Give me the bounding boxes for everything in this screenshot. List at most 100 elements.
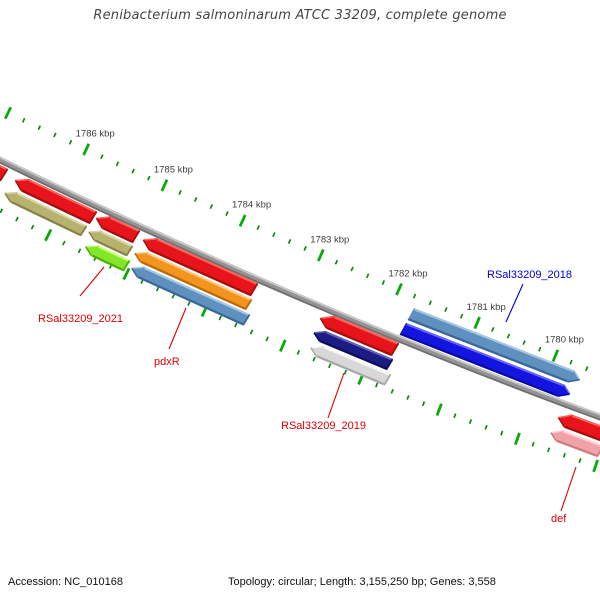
ruler-tick-minor	[500, 430, 504, 436]
gene-def[interactable]	[550, 414, 600, 458]
gene-arrow-RSal33209_2019-navy[interactable]	[314, 331, 393, 371]
bevel-end-shadow	[383, 374, 392, 386]
gene-label-RSal33209_2018[interactable]: RSal33209_2018	[487, 269, 572, 281]
gene-RSal33209_2018[interactable]	[399, 308, 581, 397]
bevel-head-shadow	[313, 332, 321, 342]
gene-arrow-pdxR-red[interactable]	[143, 238, 258, 297]
bevel-head-shadow	[557, 393, 570, 397]
bevel-head-shadow	[88, 231, 96, 241]
ruler-tick-minor	[249, 329, 254, 335]
gene-arrow-RSal33209_2019-red[interactable]	[320, 315, 399, 357]
ruler-tick-major	[160, 179, 169, 192]
gene-pdxR[interactable]	[131, 238, 259, 326]
ruler-tick-minor	[303, 245, 307, 251]
ruler-tick-minor	[155, 286, 160, 292]
ruler-tick-major	[82, 143, 91, 156]
ruler-tick-minor	[100, 154, 104, 160]
ruler-tick-major	[592, 459, 599, 473]
ruler-tick-minor	[334, 259, 339, 265]
gene-arrow-RSal33209_2018-blue[interactable]	[399, 322, 570, 397]
ruler-tick-minor	[522, 340, 526, 346]
ruler-tick-minor	[350, 266, 354, 272]
bevel-head-highlight	[143, 238, 157, 241]
gene-arrow-RSal33209_2021-olive[interactable]	[89, 230, 133, 257]
gene-arrow-pdxR-steelblue[interactable]	[131, 266, 250, 326]
ruler-tick-minor	[193, 197, 198, 202]
gene-unnamed-a[interactable]	[4, 178, 98, 237]
bevel-shadow	[399, 332, 558, 397]
leader-line-def	[560, 466, 577, 512]
gene-arrow-unnamed-a-olive[interactable]	[5, 192, 87, 237]
bevel-shadow	[140, 260, 246, 310]
ruler-tick-minor	[234, 322, 238, 328]
bevel-head-shadow	[4, 192, 12, 203]
ruler-tick-major	[317, 249, 325, 262]
ruler-tick-minor	[459, 313, 464, 319]
ruler-tick-minor	[562, 452, 566, 458]
ruler-tick-minor	[0, 208, 4, 214]
ruler-tick-minor	[375, 382, 379, 388]
gene-RSal33209_2021[interactable]	[85, 216, 141, 272]
bevel-highlight	[100, 231, 133, 248]
gene-label-pdxR[interactable]: pdxR	[154, 356, 180, 368]
ruler-tick-minor	[578, 458, 582, 464]
ruler-tick-minor	[538, 346, 542, 352]
ruler-tick-minor	[390, 388, 394, 394]
leader-line-RSal33209_2018	[505, 283, 524, 323]
bevel-end-shadow	[596, 449, 600, 457]
bevel-highlight	[97, 245, 130, 263]
status-bar: Accession: NC_010168 Topology: circular;…	[0, 574, 600, 594]
ruler-tick-minor	[147, 175, 151, 181]
ruler-tick-minor	[187, 301, 191, 306]
bevel-shadow	[10, 200, 81, 236]
gene-arrow-unnamed-a-red[interactable]	[15, 178, 97, 225]
ruler-tick-minor	[296, 349, 301, 355]
gene-arrow-RSal33209_2019-lightgray[interactable]	[310, 345, 391, 386]
gene-arrow-def-red[interactable]	[558, 414, 600, 443]
leader-line-pdxR	[168, 307, 187, 350]
gene-label-RSal33209_2019[interactable]: RSal33209_2019	[281, 420, 366, 432]
bevel-head-shadow	[131, 267, 138, 278]
ruler-tick-minor	[265, 336, 269, 342]
bevel-highlight	[414, 308, 575, 373]
ruler-tick-major	[551, 349, 560, 363]
bevel-end-shadow	[125, 245, 134, 257]
bevel-head-shadow	[14, 180, 22, 191]
gene-label-RSal33209_2021[interactable]: RSal33209_2021	[38, 313, 123, 325]
gene-arrow-RSal33209_2021-green[interactable]	[85, 245, 130, 272]
backbone-shadow	[0, 161, 600, 421]
ruler-tick-major	[122, 267, 131, 281]
gene-arrow-def-pink[interactable]	[550, 430, 600, 458]
ruler-kbp-label: 1784 kbp	[232, 200, 271, 211]
bevel-shadow	[326, 326, 392, 356]
ruler-tick-minor	[131, 168, 135, 174]
ruler-tick-minor	[547, 447, 551, 453]
bevel-highlight	[109, 216, 140, 233]
ruler-kbp-label: 1782 kbp	[388, 268, 427, 279]
gene-arrow-RSal33209_2021-red[interactable]	[96, 216, 140, 244]
bevel-shadow	[316, 355, 385, 386]
gene-arrow-RSal33209_2018-steelblue[interactable]	[407, 308, 580, 383]
gene-arrow-pdxR-orange[interactable]	[135, 252, 252, 311]
gene-edge-gene[interactable]	[0, 150, 9, 182]
ruler-kbp-label: 1780 kbp	[545, 335, 584, 346]
ruler-tick-minor	[287, 239, 292, 244]
bevel-end-shadow	[242, 314, 251, 326]
bevel-shadow	[91, 254, 124, 271]
bevel-highlight	[325, 331, 393, 361]
ruler-tick-minor	[531, 441, 535, 447]
gene-features	[0, 150, 600, 458]
ruler-tick-major	[44, 228, 53, 242]
ruler-tick-minor	[453, 413, 457, 419]
gene-RSal33209_2019[interactable]	[310, 315, 400, 386]
genome-backbone	[0, 156, 600, 421]
bevel-shadow	[319, 340, 387, 370]
gene-label-def[interactable]: def	[551, 513, 567, 525]
bevel-shadow	[556, 439, 598, 457]
bevel-head-shadow	[95, 217, 103, 229]
ruler-tick-minor	[468, 419, 473, 424]
ruler-tick-minor	[68, 139, 73, 145]
bevel-end-shadow	[385, 358, 394, 370]
leader-line-RSal33209_2019	[327, 372, 345, 419]
